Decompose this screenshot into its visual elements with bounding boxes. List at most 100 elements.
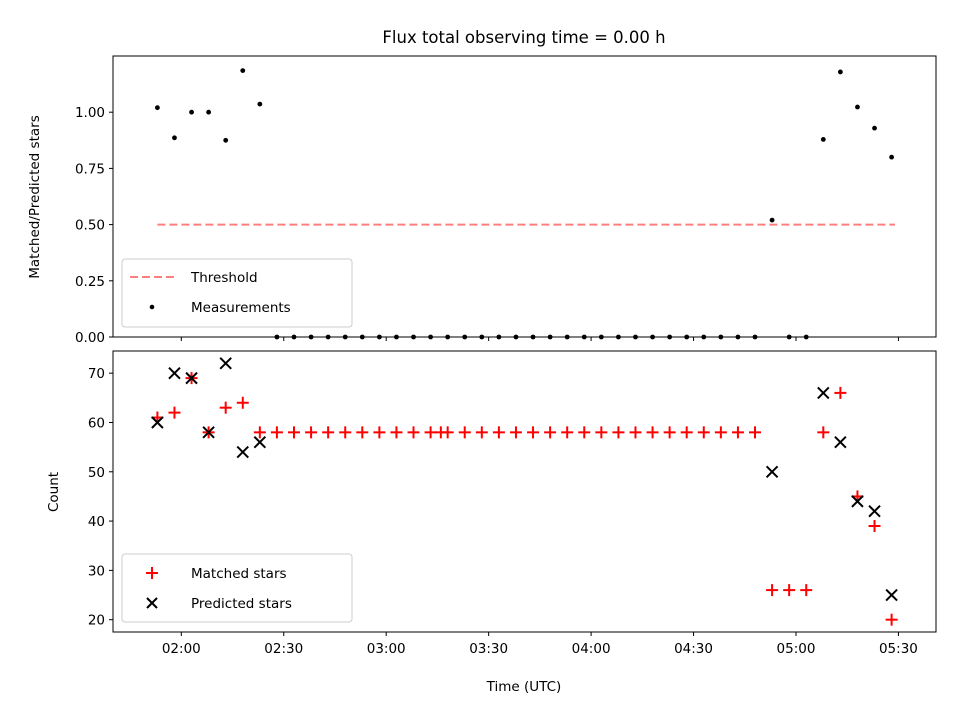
x-tick-label: 03:30 [469, 641, 508, 657]
predicted-stars-point [168, 366, 181, 380]
predicted-stars-point [885, 588, 898, 602]
matched-stars-point [441, 426, 454, 439]
measurements-point [257, 101, 263, 107]
predicted-legend-label: Predicted stars [191, 596, 292, 612]
matched-stars-point [168, 406, 181, 419]
matched-stars-point [783, 584, 796, 597]
matched-stars-point [714, 426, 727, 439]
predicted-stars-point [202, 426, 215, 439]
top-y-axis-label: Matched/Predicted stars [27, 115, 43, 278]
matched-stars-point [868, 520, 881, 533]
matched-stars-point [390, 426, 403, 439]
measurements-point [189, 109, 194, 115]
predicted-stars-point [185, 371, 198, 385]
bottom-x-axis-ticks: 02:00 02:30 03:00 03:30 04:00 04:30 05:00 05:30 [162, 632, 918, 657]
bottom-y-axis-label: Count [46, 472, 62, 512]
measurements-point [206, 109, 212, 115]
matched-stars-point [287, 426, 300, 439]
bottom-legend: Matched stars Predicted stars [121, 553, 353, 623]
measurements-legend-label: Measurements [191, 300, 291, 316]
matched-stars-point [834, 386, 847, 399]
matched-stars-point [339, 426, 352, 439]
top-panel: 0.00 0.25 0.50 0.75 1.00 Matched/Predicted s… [27, 55, 937, 346]
predicted-stars-point [219, 357, 232, 370]
matched-stars-point [749, 426, 762, 439]
bottom-y-tick-label: 30 [88, 563, 105, 579]
x-axis-label: Time (UTC) [486, 679, 562, 695]
bottom-legend-box [121, 553, 353, 623]
matched-stars-point [253, 426, 266, 439]
matched-stars-point [373, 426, 386, 439]
predicted-stars-point [236, 445, 249, 459]
measurements-point [154, 105, 160, 111]
x-tick-label: 02:30 [264, 641, 303, 657]
x-tick-label: 05:00 [777, 641, 816, 657]
matched-stars-point [356, 426, 369, 439]
predicted-stars-point [765, 465, 779, 478]
predicted-stars-point [851, 495, 864, 508]
measurements-point [889, 154, 895, 160]
bottom-panel: 20 30 40 50 60 70 02:00 02:30 03:00 03:30 04:00 04… [46, 350, 937, 657]
threshold-legend-label: Threshold [190, 270, 258, 286]
matched-stars-point [544, 426, 557, 439]
bottom-y-tick-label: 40 [88, 514, 105, 530]
matched-stars-point [817, 426, 830, 439]
matched-stars-point [578, 426, 591, 439]
matched-stars-point [766, 584, 779, 597]
measurements-point [820, 137, 826, 142]
matched-stars-point [612, 426, 625, 439]
top-x-axis-ticks [180, 337, 899, 341]
top-y-tick-label: 0.00 [75, 330, 105, 346]
x-tick-label: 04:30 [674, 641, 713, 657]
x-tick-label: 03:00 [367, 641, 406, 657]
measurements-legend-swatch [149, 304, 155, 310]
matched-stars-point [475, 426, 488, 439]
predicted-stars-point [817, 386, 830, 400]
matched-legend-swatch [146, 567, 158, 579]
matched-stars-point [236, 396, 249, 409]
matched-stars-point [561, 426, 574, 439]
top-axes-frame [112, 55, 937, 338]
top-legend: Threshold Measurements [121, 258, 353, 328]
predicted-stars-point [868, 505, 881, 518]
matched-stars-point [680, 426, 693, 439]
measurements-point [837, 69, 843, 75]
chart-title: Flux total observing time = 0.00 h [382, 28, 665, 47]
predicted-stars-point [151, 416, 164, 429]
predicted-stars-point [253, 435, 267, 449]
matched-stars-point [697, 426, 710, 439]
top-y-axis-ticks: 0.00 0.25 0.50 0.75 1.00 [75, 105, 113, 346]
matched-stars-point [663, 426, 676, 439]
bottom-y-tick-label: 50 [88, 465, 105, 481]
bottom-y-tick-label: 70 [88, 366, 105, 382]
matched-stars-point [595, 426, 608, 439]
measurements-point [855, 104, 860, 110]
matched-stars-point [270, 426, 283, 439]
top-y-tick-label: 0.25 [75, 274, 105, 290]
x-tick-label: 02:00 [162, 641, 201, 657]
x-tick-label: 05:30 [879, 641, 918, 657]
matched-stars-point [885, 613, 898, 626]
top-y-tick-label: 0.75 [75, 161, 105, 177]
matched-stars-point [407, 426, 420, 439]
matched-stars-point [646, 426, 659, 439]
matched-stars-point [527, 426, 540, 439]
matched-legend-label: Matched stars [191, 566, 287, 582]
bottom-axes-frame [112, 350, 937, 633]
measurements-point [240, 68, 246, 74]
predicted-legend-swatch [146, 597, 158, 609]
bottom-y-tick-label: 60 [88, 415, 105, 431]
matched-stars-point [509, 426, 522, 439]
measurements-point [172, 135, 177, 141]
matched-stars-point [424, 426, 437, 439]
matched-stars-point [731, 426, 744, 439]
matched-stars-point [629, 426, 642, 439]
measurements-point [223, 137, 229, 143]
bottom-plot-area [151, 357, 898, 626]
matched-stars-point [219, 401, 232, 414]
matched-stars-point [800, 584, 813, 597]
measurements-point [872, 125, 877, 131]
top-legend-box [121, 258, 353, 328]
matched-stars-point [322, 426, 335, 439]
x-tick-label: 04:00 [572, 641, 611, 657]
